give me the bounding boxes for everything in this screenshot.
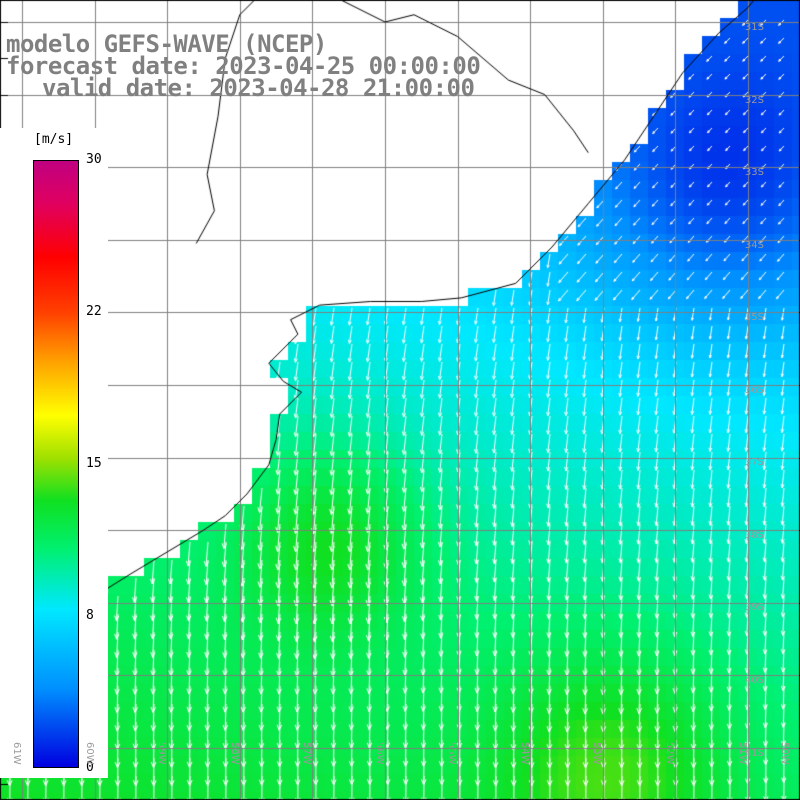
lon-label-59w: 59W xyxy=(156,742,167,765)
colorbar-tick-0: 0 xyxy=(86,760,94,775)
lon-label-60w: 60W xyxy=(84,742,95,765)
colorbar-tick-15: 15 xyxy=(86,456,102,471)
lat-label-38s: 38S xyxy=(744,530,764,541)
lon-label-53w: 53W xyxy=(591,742,602,765)
colorbar-gradient xyxy=(33,160,79,768)
colorbar-tick-22: 22 xyxy=(86,304,102,319)
lon-label-55w: 55W xyxy=(446,742,457,765)
lat-label-41s: 41S xyxy=(744,748,764,759)
valid-date-title: valid date: 2023-04-28 21:00:00 xyxy=(42,74,475,102)
lon-label-54w: 54W xyxy=(519,742,530,765)
lat-label-39s: 39S xyxy=(744,602,764,613)
colorbar-tick-8: 8 xyxy=(86,608,94,623)
lat-label-36s: 36S xyxy=(744,385,764,396)
colorbar-tick-30: 30 xyxy=(86,152,102,167)
lon-label-52w: 52W xyxy=(664,742,675,765)
lat-label-40s: 40S xyxy=(744,675,764,686)
lat-label-37s: 37S xyxy=(744,457,764,468)
lon-label-50w: 50W xyxy=(779,742,790,765)
lat-label-34s: 34S xyxy=(744,240,764,251)
lat-label-33s: 33S xyxy=(744,167,764,178)
lon-label-57w: 57W xyxy=(301,742,312,765)
lon-label-56w: 56W xyxy=(374,742,385,765)
lat-label-35s: 35S xyxy=(744,312,764,323)
lat-label-31s: 31S xyxy=(744,22,764,33)
lon-label-58w: 58W xyxy=(229,742,240,765)
lon-label-51w: 51W xyxy=(737,742,748,765)
forecast-date-title: forecast date: 2023-04-25 00:00:00 xyxy=(6,52,481,80)
colorbar-unit-label: [m/s] xyxy=(34,132,74,147)
lat-label-32s: 32S xyxy=(744,95,764,106)
lon-label-61w: 61W xyxy=(11,742,22,765)
model-title: modelo GEFS-WAVE (NCEP) xyxy=(6,30,327,58)
